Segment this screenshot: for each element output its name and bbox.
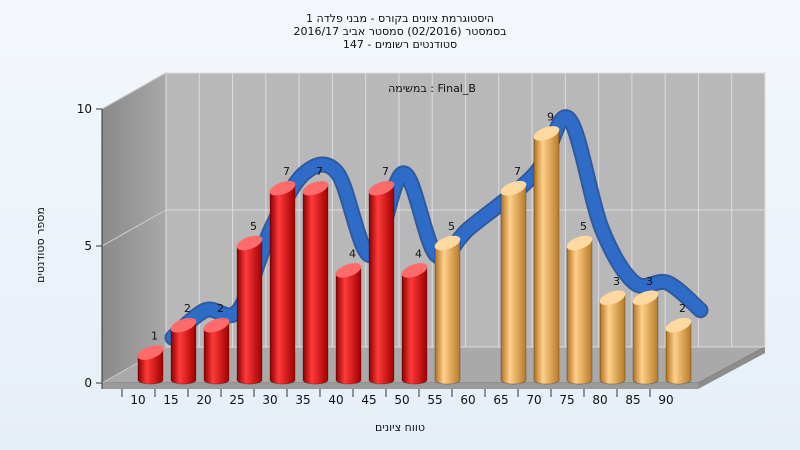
x-tick-label: 85 [625, 393, 640, 407]
bar-cap [665, 317, 692, 333]
bar [236, 239, 263, 385]
bar [599, 294, 626, 385]
y-tick-label: 0 [84, 376, 92, 390]
bar-cap [401, 263, 428, 278]
x-tick-label: 90 [658, 393, 673, 407]
x-tick-label: 15 [163, 393, 178, 407]
y-axis-label: מספר סטודנטים [34, 207, 47, 283]
x-tick-label: 60 [460, 393, 475, 407]
x-tick-label: 10 [130, 393, 145, 407]
bar [269, 184, 296, 385]
bar-cap [137, 345, 164, 360]
bar-cap [434, 235, 461, 251]
bar-cap [170, 317, 197, 333]
bar-cap [335, 263, 362, 278]
bar-value-label: 7 [382, 165, 389, 178]
bar [203, 321, 230, 385]
chart-title: היסטוגרמת ציונים בקורס - מבני פלדה 1 [306, 12, 494, 25]
bar-value-label: 3 [646, 275, 653, 288]
x-tick-label: 45 [361, 393, 376, 407]
x-tick-label: 35 [295, 393, 310, 407]
bar [335, 266, 362, 385]
bar-value-label: 2 [184, 302, 191, 315]
bar-value-label: 9 [547, 110, 554, 123]
bar [434, 239, 461, 385]
bar-cap [566, 235, 593, 251]
bar-value-label: 2 [679, 302, 686, 315]
x-tick-label: 30 [262, 393, 277, 407]
chart-subtitle-students: סטודנטים רשומים - 147 [342, 38, 458, 51]
floor-edge [698, 347, 765, 389]
bar-cap [368, 180, 395, 196]
x-tick-label: 75 [559, 393, 574, 407]
annotation-text: במשימה : Final_B [388, 82, 476, 95]
bar-cap [302, 180, 329, 196]
y-tick-label: 10 [77, 102, 92, 116]
bar-cap [203, 317, 230, 333]
bar-value-label: 7 [283, 165, 290, 178]
bar-value-label: 3 [613, 275, 620, 288]
bar [401, 266, 428, 385]
x-tick-label: 65 [493, 393, 508, 407]
bar [368, 184, 395, 385]
bar-value-label: 5 [580, 220, 587, 233]
grid-line-sidewall [101, 209, 167, 247]
x-tick-label: 80 [592, 393, 607, 407]
bar [632, 294, 659, 385]
bar-value-label: 5 [448, 220, 455, 233]
bar-value-label: 7 [316, 165, 323, 178]
bar [566, 239, 593, 385]
bar-value-label: 5 [250, 220, 257, 233]
bar-cap [269, 180, 296, 196]
bar [665, 321, 692, 385]
bar [170, 321, 197, 385]
chart-subtitle-semester: בסמסטר (02/2016) סמסטר אביב 2016/17 [293, 25, 507, 38]
x-axis-label: טווח ציונים [375, 421, 425, 434]
x-tick-label: 40 [328, 393, 343, 407]
bar-value-label: 1 [151, 330, 158, 343]
bar-value-label: 2 [217, 302, 224, 315]
bar-value-label: 4 [349, 247, 356, 260]
bar-value-label: 7 [514, 165, 521, 178]
x-tick-label: 50 [394, 393, 409, 407]
bar-cap [632, 290, 659, 306]
bar [533, 129, 560, 385]
x-tick-label: 25 [229, 393, 244, 407]
bar-cap [599, 290, 626, 306]
bar-cap [533, 126, 560, 141]
bar-cap [500, 180, 527, 196]
x-tick-label: 70 [526, 393, 541, 407]
bar [302, 184, 329, 385]
x-tick-label: 55 [427, 393, 442, 407]
y-tick-label: 5 [84, 239, 92, 253]
bar-cap [236, 235, 263, 251]
bar-value-label: 4 [415, 247, 422, 260]
x-tick-label: 20 [196, 393, 211, 407]
grid-line-sidewall [101, 72, 167, 110]
bar [500, 184, 527, 385]
floor-front-edge [102, 383, 698, 389]
